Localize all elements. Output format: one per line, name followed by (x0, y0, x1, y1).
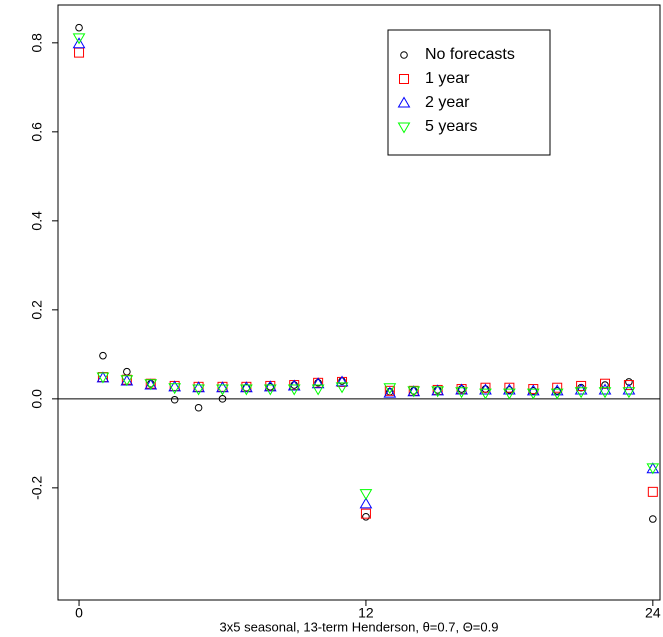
point (479, 388, 492, 400)
point (598, 383, 612, 395)
x-axis-label: 3x5 seasonal, 13-term Henderson, θ=0.7, … (220, 619, 499, 634)
legend-label: No forecasts (425, 46, 515, 63)
point (194, 403, 203, 412)
y-tick-label: 0.4 (29, 211, 45, 231)
point (168, 383, 182, 395)
y-tick-label: 0.2 (29, 300, 45, 320)
point (383, 386, 397, 398)
point (192, 384, 205, 396)
point (263, 384, 277, 396)
point (552, 382, 563, 393)
point (649, 515, 657, 523)
point (646, 463, 660, 475)
point (240, 384, 253, 396)
point (384, 385, 395, 396)
point (407, 386, 421, 398)
point (311, 384, 325, 396)
legend-marker (400, 51, 408, 59)
point (598, 387, 612, 399)
point (314, 379, 322, 387)
point (144, 379, 158, 391)
point (311, 377, 325, 389)
point (431, 384, 445, 396)
y-tick-label: 0.0 (29, 389, 45, 409)
point (72, 33, 86, 45)
point (99, 351, 107, 360)
y-tick-label: 0.6 (29, 122, 45, 142)
point (120, 375, 134, 387)
point (240, 381, 253, 393)
legend-marker (397, 96, 411, 108)
point (74, 47, 85, 58)
point (362, 512, 370, 521)
legend-marker (399, 74, 409, 84)
y-tick-label: 0.8 (29, 33, 45, 53)
point (359, 497, 373, 509)
point (431, 386, 445, 398)
x-tick-label: 24 (645, 605, 661, 621)
point (647, 486, 658, 497)
point (526, 384, 540, 396)
point (359, 489, 373, 501)
legend-label: 2 year (425, 94, 470, 111)
point (263, 380, 277, 392)
point (216, 381, 229, 393)
point (526, 388, 540, 400)
point (170, 395, 179, 404)
point (550, 384, 564, 396)
point (216, 384, 229, 396)
point (457, 385, 466, 393)
point (646, 462, 660, 474)
point (622, 383, 636, 395)
point (168, 380, 182, 392)
legend-box (387, 29, 551, 156)
point (550, 388, 564, 400)
x-tick-label: 0 (75, 605, 83, 621)
y-tick-label: -0.2 (29, 476, 45, 500)
point (503, 388, 516, 400)
point (455, 383, 468, 395)
point (75, 23, 83, 32)
point (192, 381, 205, 393)
point (622, 387, 636, 399)
point (480, 382, 491, 393)
point (72, 37, 86, 49)
point (383, 383, 397, 395)
point (574, 383, 588, 395)
point (123, 367, 131, 376)
point (287, 384, 301, 396)
point (96, 371, 110, 383)
point (504, 382, 515, 393)
point (335, 382, 349, 394)
point (623, 380, 634, 391)
point (96, 372, 110, 384)
legend-marker (397, 122, 411, 134)
point (574, 387, 588, 399)
point (120, 374, 134, 386)
point (576, 380, 587, 391)
legend-label: 1 year (425, 70, 470, 87)
plot-box (57, 4, 661, 601)
point (360, 508, 371, 519)
legend-label: 5 years (425, 118, 477, 135)
point (144, 378, 158, 390)
point (335, 375, 349, 387)
point (455, 387, 468, 399)
x-tick-label: 12 (358, 605, 374, 621)
